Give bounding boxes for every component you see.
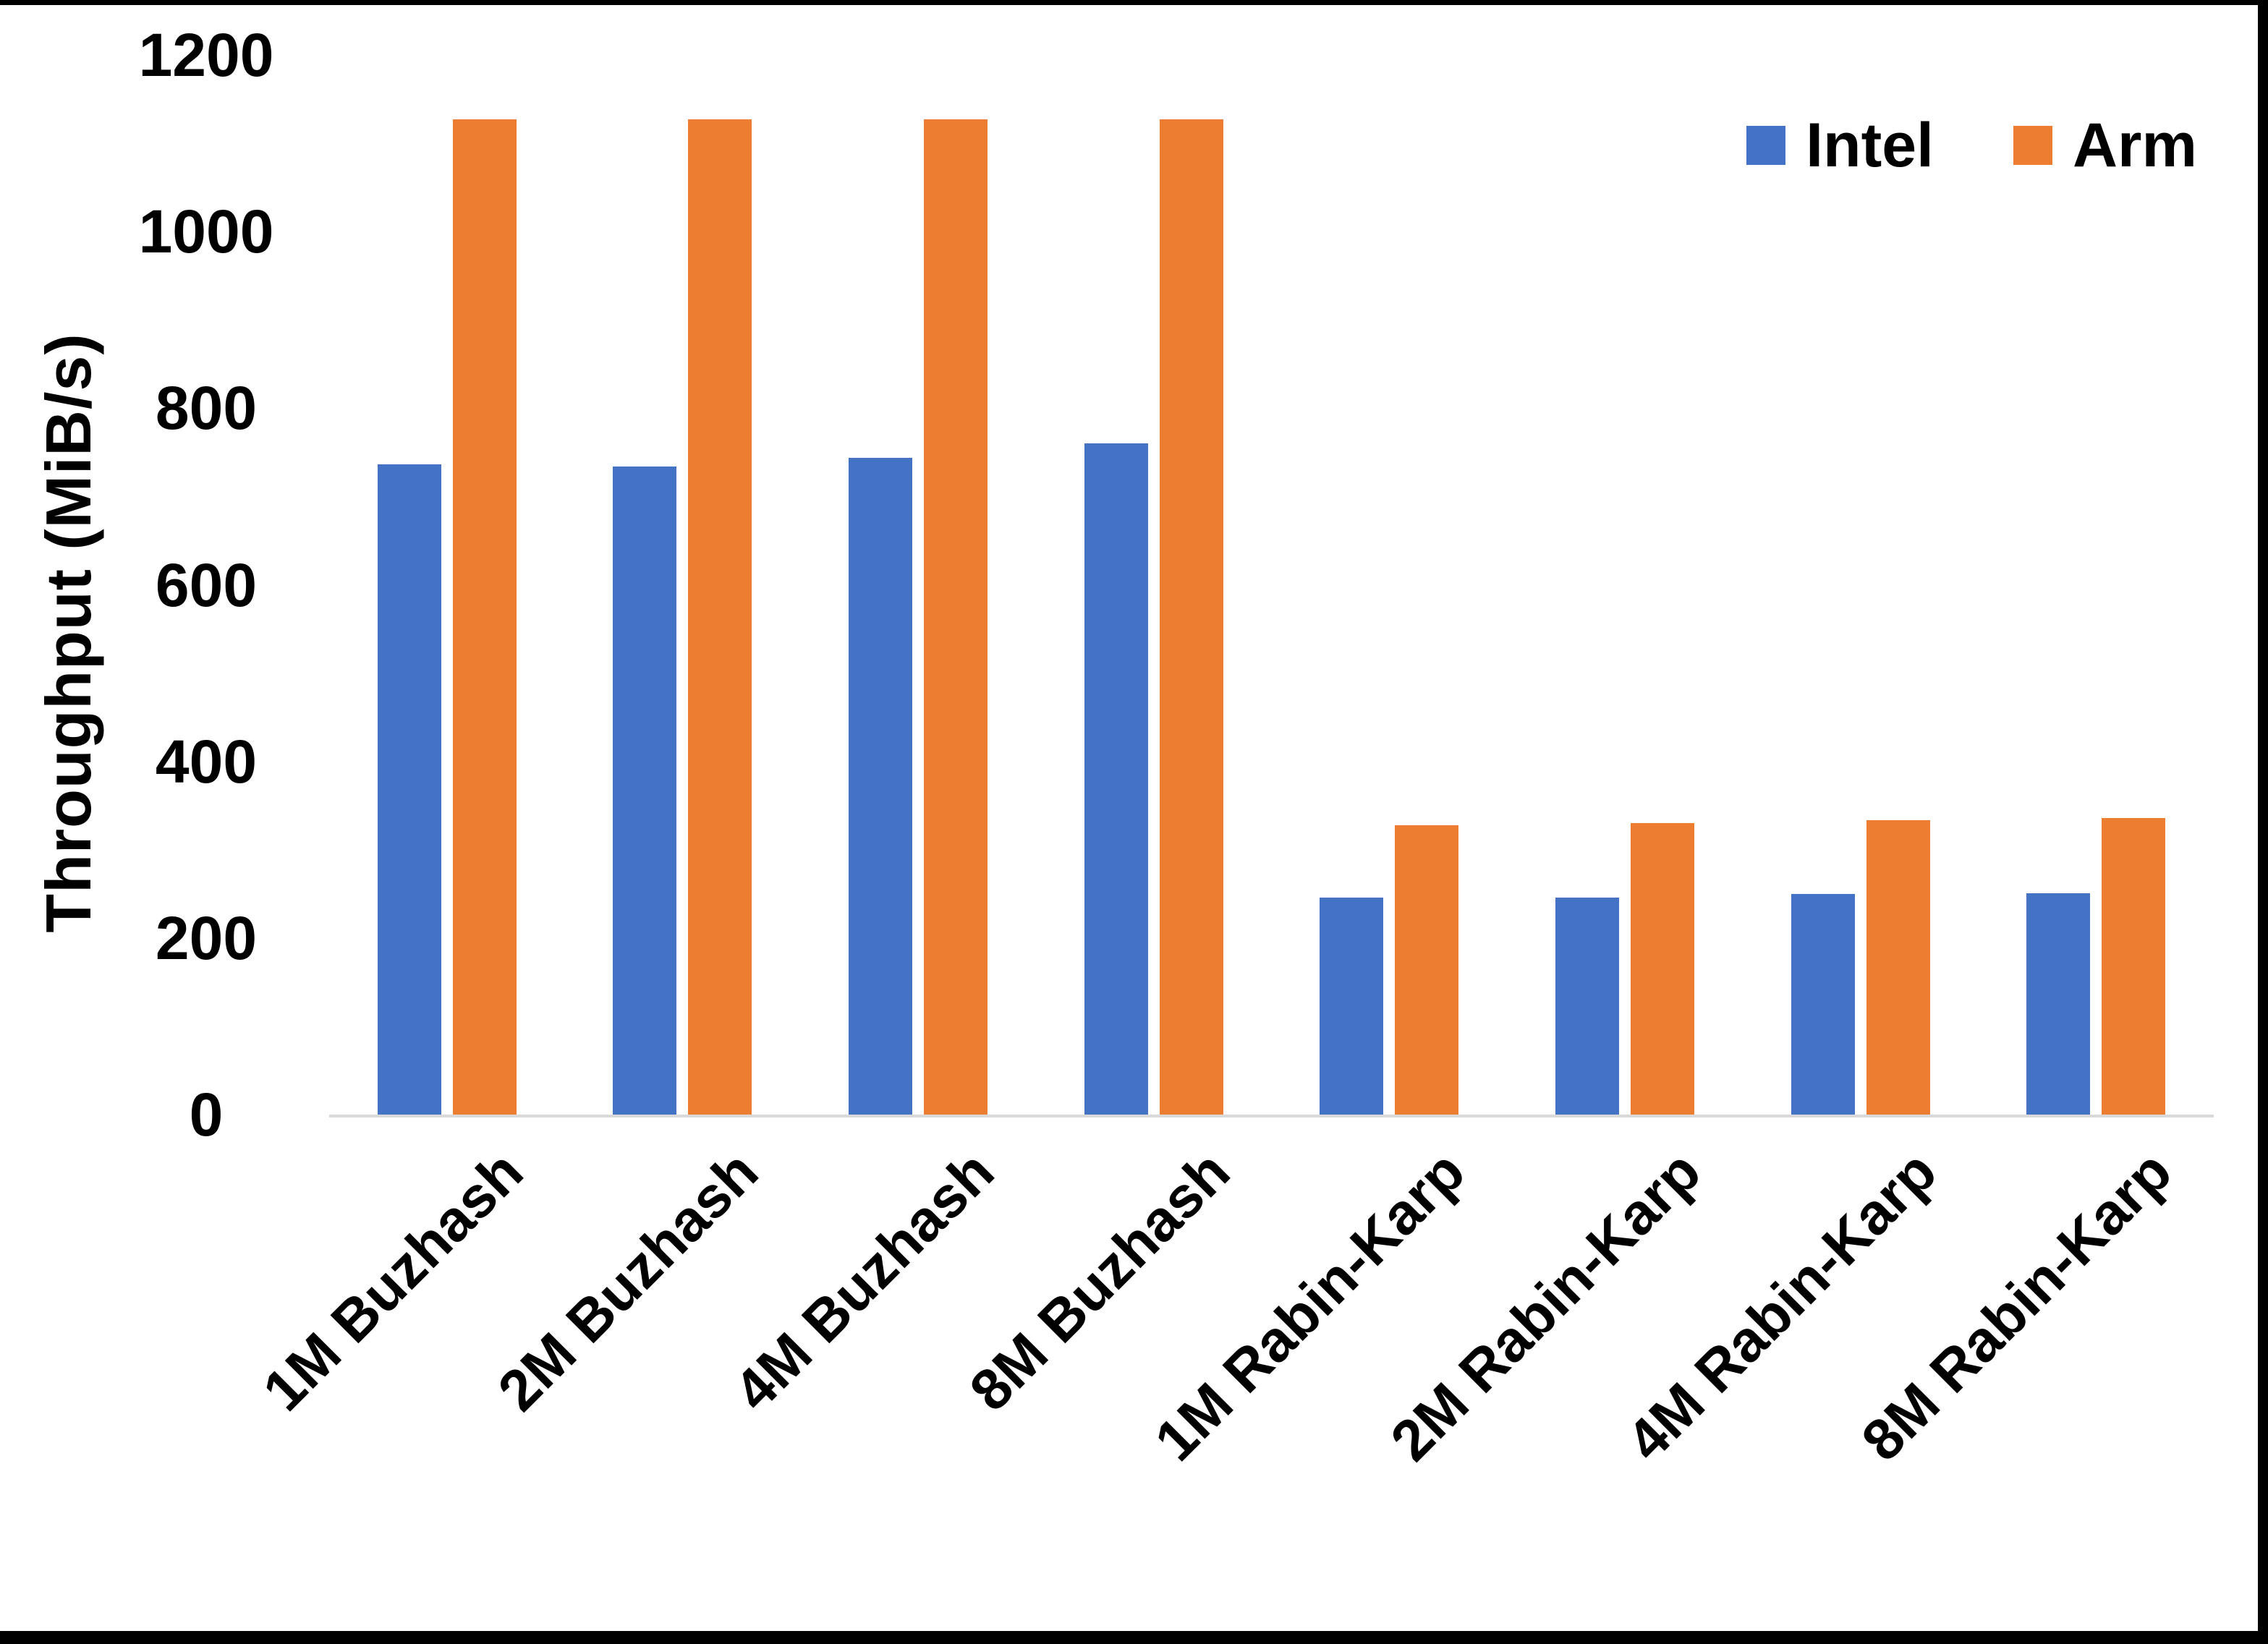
y-tick-label-200: 200: [155, 903, 258, 972]
y-tick-label-600: 600: [155, 550, 258, 619]
frame-edge-right: [2258, 0, 2268, 1644]
bar-arm-1m-buzhash: [452, 119, 517, 1115]
bar-arm-8m-rabin-karp: [2102, 817, 2166, 1115]
bar-arm-8m-buzhash: [1159, 119, 1223, 1115]
y-tick-label-800: 800: [155, 374, 258, 443]
bar-intel-2m-rabin-karp: [1555, 897, 1619, 1115]
bar-intel-8m-buzhash: [1084, 443, 1148, 1115]
legend-swatch-arm: [2013, 126, 2052, 165]
legend-swatch-intel: [1746, 126, 1786, 165]
x-axis-line: [329, 1115, 2214, 1117]
frame-edge-bottom: [0, 1631, 2268, 1644]
bar-intel-8m-rabin-karp: [2026, 893, 2091, 1115]
bar-arm-2m-rabin-karp: [1630, 823, 1694, 1115]
y-tick-label-1000: 1000: [138, 197, 274, 266]
bar-arm-2m-buzhash: [688, 119, 752, 1115]
bar-intel-1m-rabin-karp: [1320, 897, 1384, 1115]
y-tick-label-0: 0: [189, 1081, 224, 1149]
bar-intel-1m-buzhash: [377, 464, 441, 1115]
legend-item-intel: Intel: [1746, 114, 1934, 176]
bar-intel-4m-rabin-karp: [1791, 893, 1855, 1115]
legend: Intel Arm: [1746, 114, 2197, 176]
bar-intel-4m-buzhash: [849, 457, 913, 1115]
bar-intel-2m-buzhash: [613, 466, 677, 1115]
bar-arm-1m-rabin-karp: [1395, 825, 1459, 1115]
bar-arm-4m-buzhash: [924, 119, 988, 1115]
legend-label-arm: Arm: [2072, 111, 2197, 180]
bar-arm-4m-rabin-karp: [1866, 820, 1930, 1115]
y-tick-label-400: 400: [155, 727, 258, 796]
frame-edge-top: [0, 0, 2268, 5]
y-tick-label-1200: 1200: [138, 21, 274, 89]
legend-item-arm: Arm: [2013, 114, 2197, 176]
legend-label-intel: Intel: [1806, 111, 1934, 180]
